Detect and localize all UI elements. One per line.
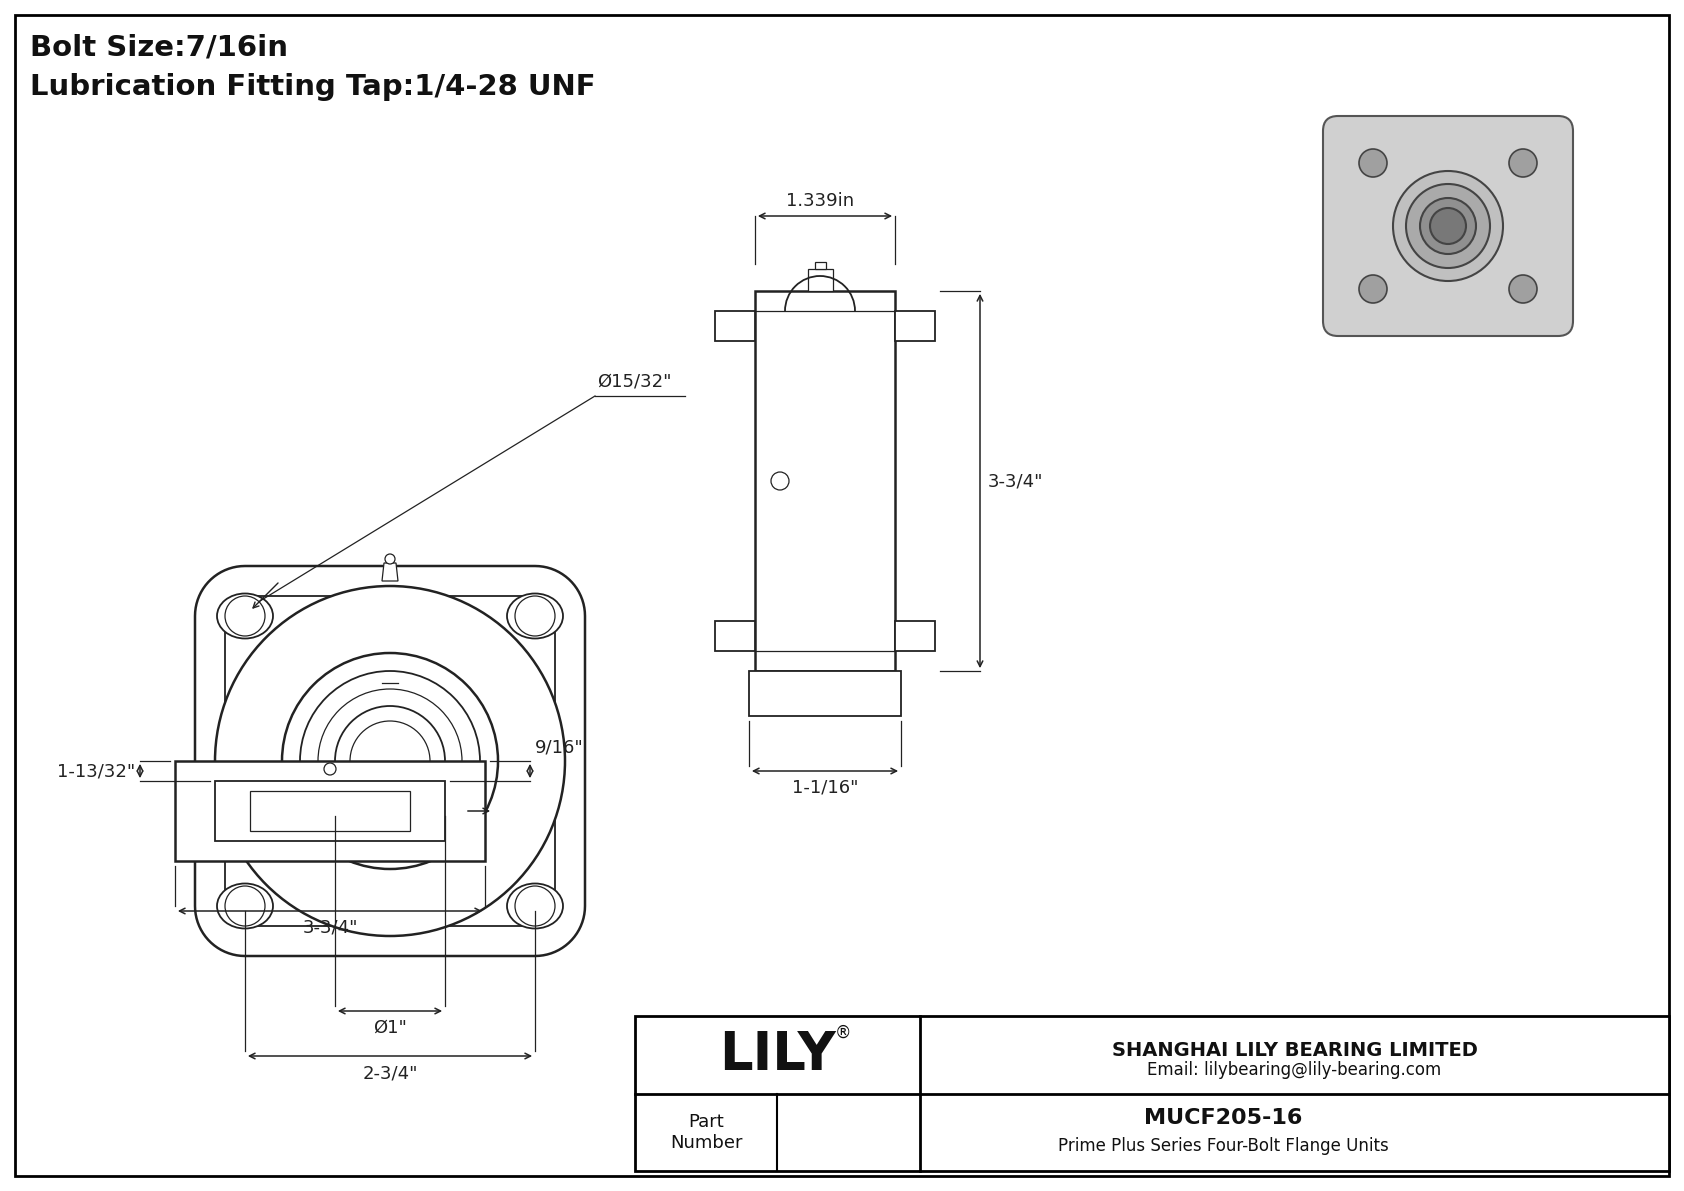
Bar [815, 262, 825, 269]
Circle shape [1359, 275, 1388, 303]
Text: 3-3/4": 3-3/4" [301, 919, 357, 937]
Circle shape [515, 596, 556, 636]
Text: Part
Number: Part Number [670, 1112, 743, 1152]
Circle shape [771, 472, 790, 490]
Circle shape [1359, 149, 1388, 177]
Bar [749, 671, 901, 716]
Text: 9/16": 9/16" [536, 738, 584, 756]
Circle shape [386, 554, 396, 565]
Polygon shape [226, 596, 556, 925]
Text: Ø15/32": Ø15/32" [598, 373, 672, 391]
Circle shape [318, 690, 461, 833]
Ellipse shape [507, 593, 562, 638]
Text: MUCF205-16: MUCF205-16 [1143, 1109, 1302, 1128]
Text: 1-1/16": 1-1/16" [791, 779, 859, 797]
Text: 3-3/4": 3-3/4" [989, 472, 1044, 490]
Circle shape [1509, 149, 1537, 177]
Circle shape [1430, 208, 1467, 244]
Circle shape [226, 886, 264, 925]
Text: Ø1": Ø1" [374, 1019, 408, 1037]
Ellipse shape [217, 884, 273, 929]
Bar [894, 621, 935, 651]
Bar [754, 291, 894, 671]
Bar [216, 781, 445, 841]
Text: LILY: LILY [719, 1029, 835, 1080]
Bar [808, 269, 834, 291]
Circle shape [1406, 183, 1490, 268]
Circle shape [226, 596, 264, 636]
Bar [635, 1016, 1669, 1171]
Polygon shape [195, 566, 584, 956]
Circle shape [323, 763, 337, 775]
Circle shape [300, 671, 480, 852]
Text: ®: ® [835, 1024, 852, 1042]
Circle shape [1509, 275, 1537, 303]
Bar [716, 621, 754, 651]
Bar [716, 311, 754, 341]
Circle shape [350, 721, 429, 802]
Text: 2-3/4": 2-3/4" [362, 1064, 418, 1081]
Bar [175, 761, 485, 861]
Text: Prime Plus Series Four-Bolt Flange Units: Prime Plus Series Four-Bolt Flange Units [1058, 1137, 1388, 1155]
Text: SHANGHAI LILY BEARING LIMITED: SHANGHAI LILY BEARING LIMITED [1111, 1041, 1477, 1060]
Text: Bolt Size:7/16in: Bolt Size:7/16in [30, 33, 288, 61]
Circle shape [1393, 172, 1504, 281]
Ellipse shape [217, 593, 273, 638]
Circle shape [216, 586, 566, 936]
Bar [249, 791, 409, 831]
Bar [894, 311, 935, 341]
Text: Email: lilybearing@lily-bearing.com: Email: lilybearing@lily-bearing.com [1147, 1061, 1442, 1079]
Text: 1-13/32": 1-13/32" [57, 762, 135, 780]
Text: Lubrication Fitting Tap:1/4-28 UNF: Lubrication Fitting Tap:1/4-28 UNF [30, 73, 596, 101]
Circle shape [515, 886, 556, 925]
Ellipse shape [507, 884, 562, 929]
FancyBboxPatch shape [1324, 116, 1573, 336]
Text: 1.339in: 1.339in [786, 192, 854, 210]
Polygon shape [382, 563, 397, 581]
Circle shape [335, 706, 445, 816]
Circle shape [1420, 198, 1475, 254]
Circle shape [281, 653, 498, 869]
